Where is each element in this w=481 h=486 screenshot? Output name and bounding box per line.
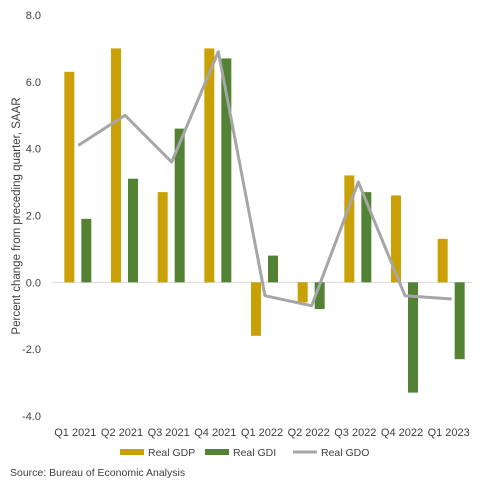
y-tick-label: 4.0 <box>26 144 41 156</box>
y-axis-ticks: 8.0 6.0 4.0 2.0 0.0 -2.0 -4.0 <box>22 10 41 423</box>
bar-real-gdp <box>111 48 121 283</box>
bar-real-gdi <box>81 218 92 283</box>
y-tick-label: 6.0 <box>26 77 41 89</box>
bar-real-gdp <box>344 175 355 283</box>
legend: Real GDP Real GDI Real GDO <box>120 447 369 459</box>
bar-real-gdi <box>361 192 372 283</box>
bar-real-gdp <box>391 195 401 283</box>
legend-swatch-real-gdp <box>120 449 144 455</box>
legend-label-real-gdp: Real GDP <box>148 447 195 459</box>
bar-real-gdi <box>128 178 138 283</box>
x-category-label: Q1 2022 <box>241 427 283 439</box>
bar-real-gdi <box>221 58 232 283</box>
source-note: Source: Bureau of Economic Analysis <box>10 467 185 479</box>
y-tick-label: -4.0 <box>22 411 41 423</box>
y-axis-label: Percent change from preceding quarter, S… <box>11 97 23 334</box>
bar-real-gdp <box>251 282 261 336</box>
y-tick-label: 2.0 <box>26 211 41 223</box>
x-category-label: Q2 2022 <box>288 427 330 439</box>
bar-real-gdi <box>174 128 185 283</box>
y-tick-label: -2.0 <box>22 344 41 356</box>
legend-swatch-real-gdi <box>205 449 229 455</box>
bar-real-gdi <box>268 255 278 283</box>
legend-label-real-gdo: Real GDO <box>321 447 369 459</box>
series-line-real-gdo <box>77 50 452 308</box>
x-category-label: Q3 2022 <box>334 427 376 439</box>
bars <box>64 48 465 393</box>
bar-real-gdi <box>454 282 465 360</box>
x-category-label: Q4 2022 <box>381 427 423 439</box>
bar-real-gdi <box>408 282 418 393</box>
y-tick-label: 0.0 <box>26 277 41 289</box>
y-tick-label: 8.0 <box>26 10 41 22</box>
bar-real-gdp <box>157 192 168 283</box>
bar-real-gdi <box>314 282 325 310</box>
bar-real-gdp <box>297 282 308 303</box>
x-category-label: Q1 2023 <box>428 427 470 439</box>
bar-real-gdp <box>204 48 215 283</box>
bar-real-gdp <box>64 71 75 283</box>
x-category-label: Q1 2021 <box>54 427 96 439</box>
legend-label-real-gdi: Real GDI <box>233 447 276 459</box>
x-category-label: Q3 2021 <box>148 427 190 439</box>
bar-real-gdp <box>437 238 448 283</box>
x-category-label: Q4 2021 <box>194 427 236 439</box>
x-axis-categories: Q1 2021 Q2 2021 Q3 2021 Q4 2021 Q1 2022 Q2 20… <box>54 427 470 439</box>
x-category-label: Q2 2021 <box>101 427 143 439</box>
